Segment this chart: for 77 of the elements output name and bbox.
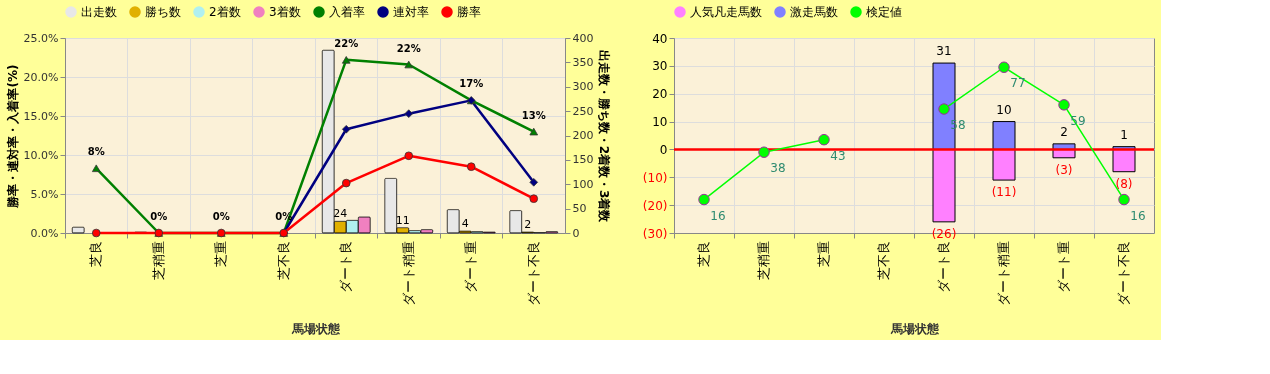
- data-label: 8%: [87, 146, 105, 158]
- annotation: 16: [710, 208, 726, 223]
- y-tick-label: 0.0%: [30, 226, 59, 240]
- x-tick-label: ダート良: [338, 240, 354, 293]
- annotation: 38: [770, 161, 786, 176]
- legend-label: 出走数: [81, 5, 117, 19]
- data-label: 24: [333, 207, 348, 221]
- data-label: 10: [996, 102, 1012, 117]
- y-tick-label: (20): [642, 198, 668, 213]
- y2-tick-label: 400: [572, 31, 594, 45]
- data-label: 2: [524, 218, 532, 232]
- y2-tick-label: 250: [572, 104, 594, 118]
- legend-label: 人気凡走馬数: [690, 5, 762, 19]
- x-tick-label: 芝良: [696, 240, 711, 267]
- data-label: 0%: [150, 211, 168, 222]
- y2-axis-title: 出走数・勝ち数・2着数・3着数: [597, 49, 612, 224]
- x-tick-label: ダート稍重: [400, 240, 416, 306]
- legend-label: 勝ち数: [145, 5, 181, 19]
- y-tick-label: 5.0%: [30, 187, 59, 201]
- data-label: (8): [1115, 176, 1133, 191]
- x-tick-label: ダート稍重: [996, 240, 1011, 306]
- legend-label: 連対率: [393, 5, 429, 19]
- legend-label: 2着数: [209, 5, 241, 19]
- annotation: 43: [830, 148, 846, 163]
- legend-label: 勝率: [457, 5, 481, 19]
- data-label: 22%: [396, 42, 421, 54]
- y2-tick-label: 350: [572, 55, 594, 69]
- y-tick-label: (10): [642, 170, 668, 185]
- x-tick-label: 芝稍重: [150, 240, 166, 280]
- y-tick-label: 15.0%: [23, 109, 59, 123]
- y-axis-title: 勝率・連対率・入着率(%): [5, 64, 20, 209]
- y-tick-label: 20: [652, 87, 668, 102]
- x-tick-label: 芝良: [88, 240, 104, 267]
- y2-tick-label: 150: [572, 153, 594, 167]
- data-label: 11: [395, 213, 410, 227]
- y-tick-label: (30): [642, 226, 668, 241]
- x-tick-label: ダート不良: [1116, 240, 1131, 306]
- y-tick-label: 20.0%: [23, 70, 59, 84]
- y2-tick-label: 200: [572, 129, 594, 142]
- y2-tick-label: 300: [572, 80, 594, 94]
- legend-label: 検定値: [866, 5, 902, 19]
- data-label: 13%: [521, 109, 546, 121]
- data-label: (3): [1055, 162, 1073, 177]
- data-label: 1: [1120, 127, 1128, 142]
- y-tick-label: 10.0%: [23, 148, 59, 162]
- data-label: 17%: [459, 78, 484, 90]
- x-tick-label: ダート不良: [525, 240, 541, 306]
- y-tick-label: 30: [652, 59, 668, 74]
- x-axis-title: 馬場状態: [889, 321, 940, 336]
- x-tick-label: ダート重: [1056, 240, 1071, 293]
- data-label: 2: [1060, 124, 1068, 139]
- data-label: 0%: [212, 211, 230, 222]
- y-tick-label: 0: [659, 142, 668, 157]
- x-tick-label: 芝稍重: [756, 240, 771, 280]
- x-axis-title: 馬場状態: [290, 321, 341, 336]
- x-tick-label: ダート良: [936, 240, 951, 293]
- x-tick-label: 芝重: [816, 240, 831, 267]
- legend-label: 3着数: [269, 5, 301, 19]
- data-label: 31: [936, 44, 952, 59]
- y-tick-label: 25.0%: [23, 31, 59, 45]
- y2-tick-label: 100: [572, 177, 594, 191]
- x-tick-label: 芝不良: [876, 240, 891, 280]
- y2-tick-label: 0: [572, 226, 580, 240]
- legend-label: 激走馬数: [790, 5, 838, 19]
- data-label: (11): [991, 185, 1017, 200]
- data-label: 4: [461, 217, 469, 231]
- annotation: 77: [1010, 76, 1026, 91]
- x-tick-label: 芝重: [213, 240, 229, 267]
- legend-label: 入着率: [329, 5, 365, 19]
- y-tick-label: 10: [652, 115, 668, 130]
- annotation: 16: [1130, 208, 1146, 223]
- y2-tick-label: 50: [572, 202, 587, 216]
- x-tick-label: 芝不良: [275, 240, 291, 280]
- data-label: 22%: [334, 37, 359, 49]
- x-tick-label: ダート重: [463, 240, 479, 293]
- y-tick-label: 40: [652, 31, 668, 46]
- data-label: (26): [931, 226, 957, 241]
